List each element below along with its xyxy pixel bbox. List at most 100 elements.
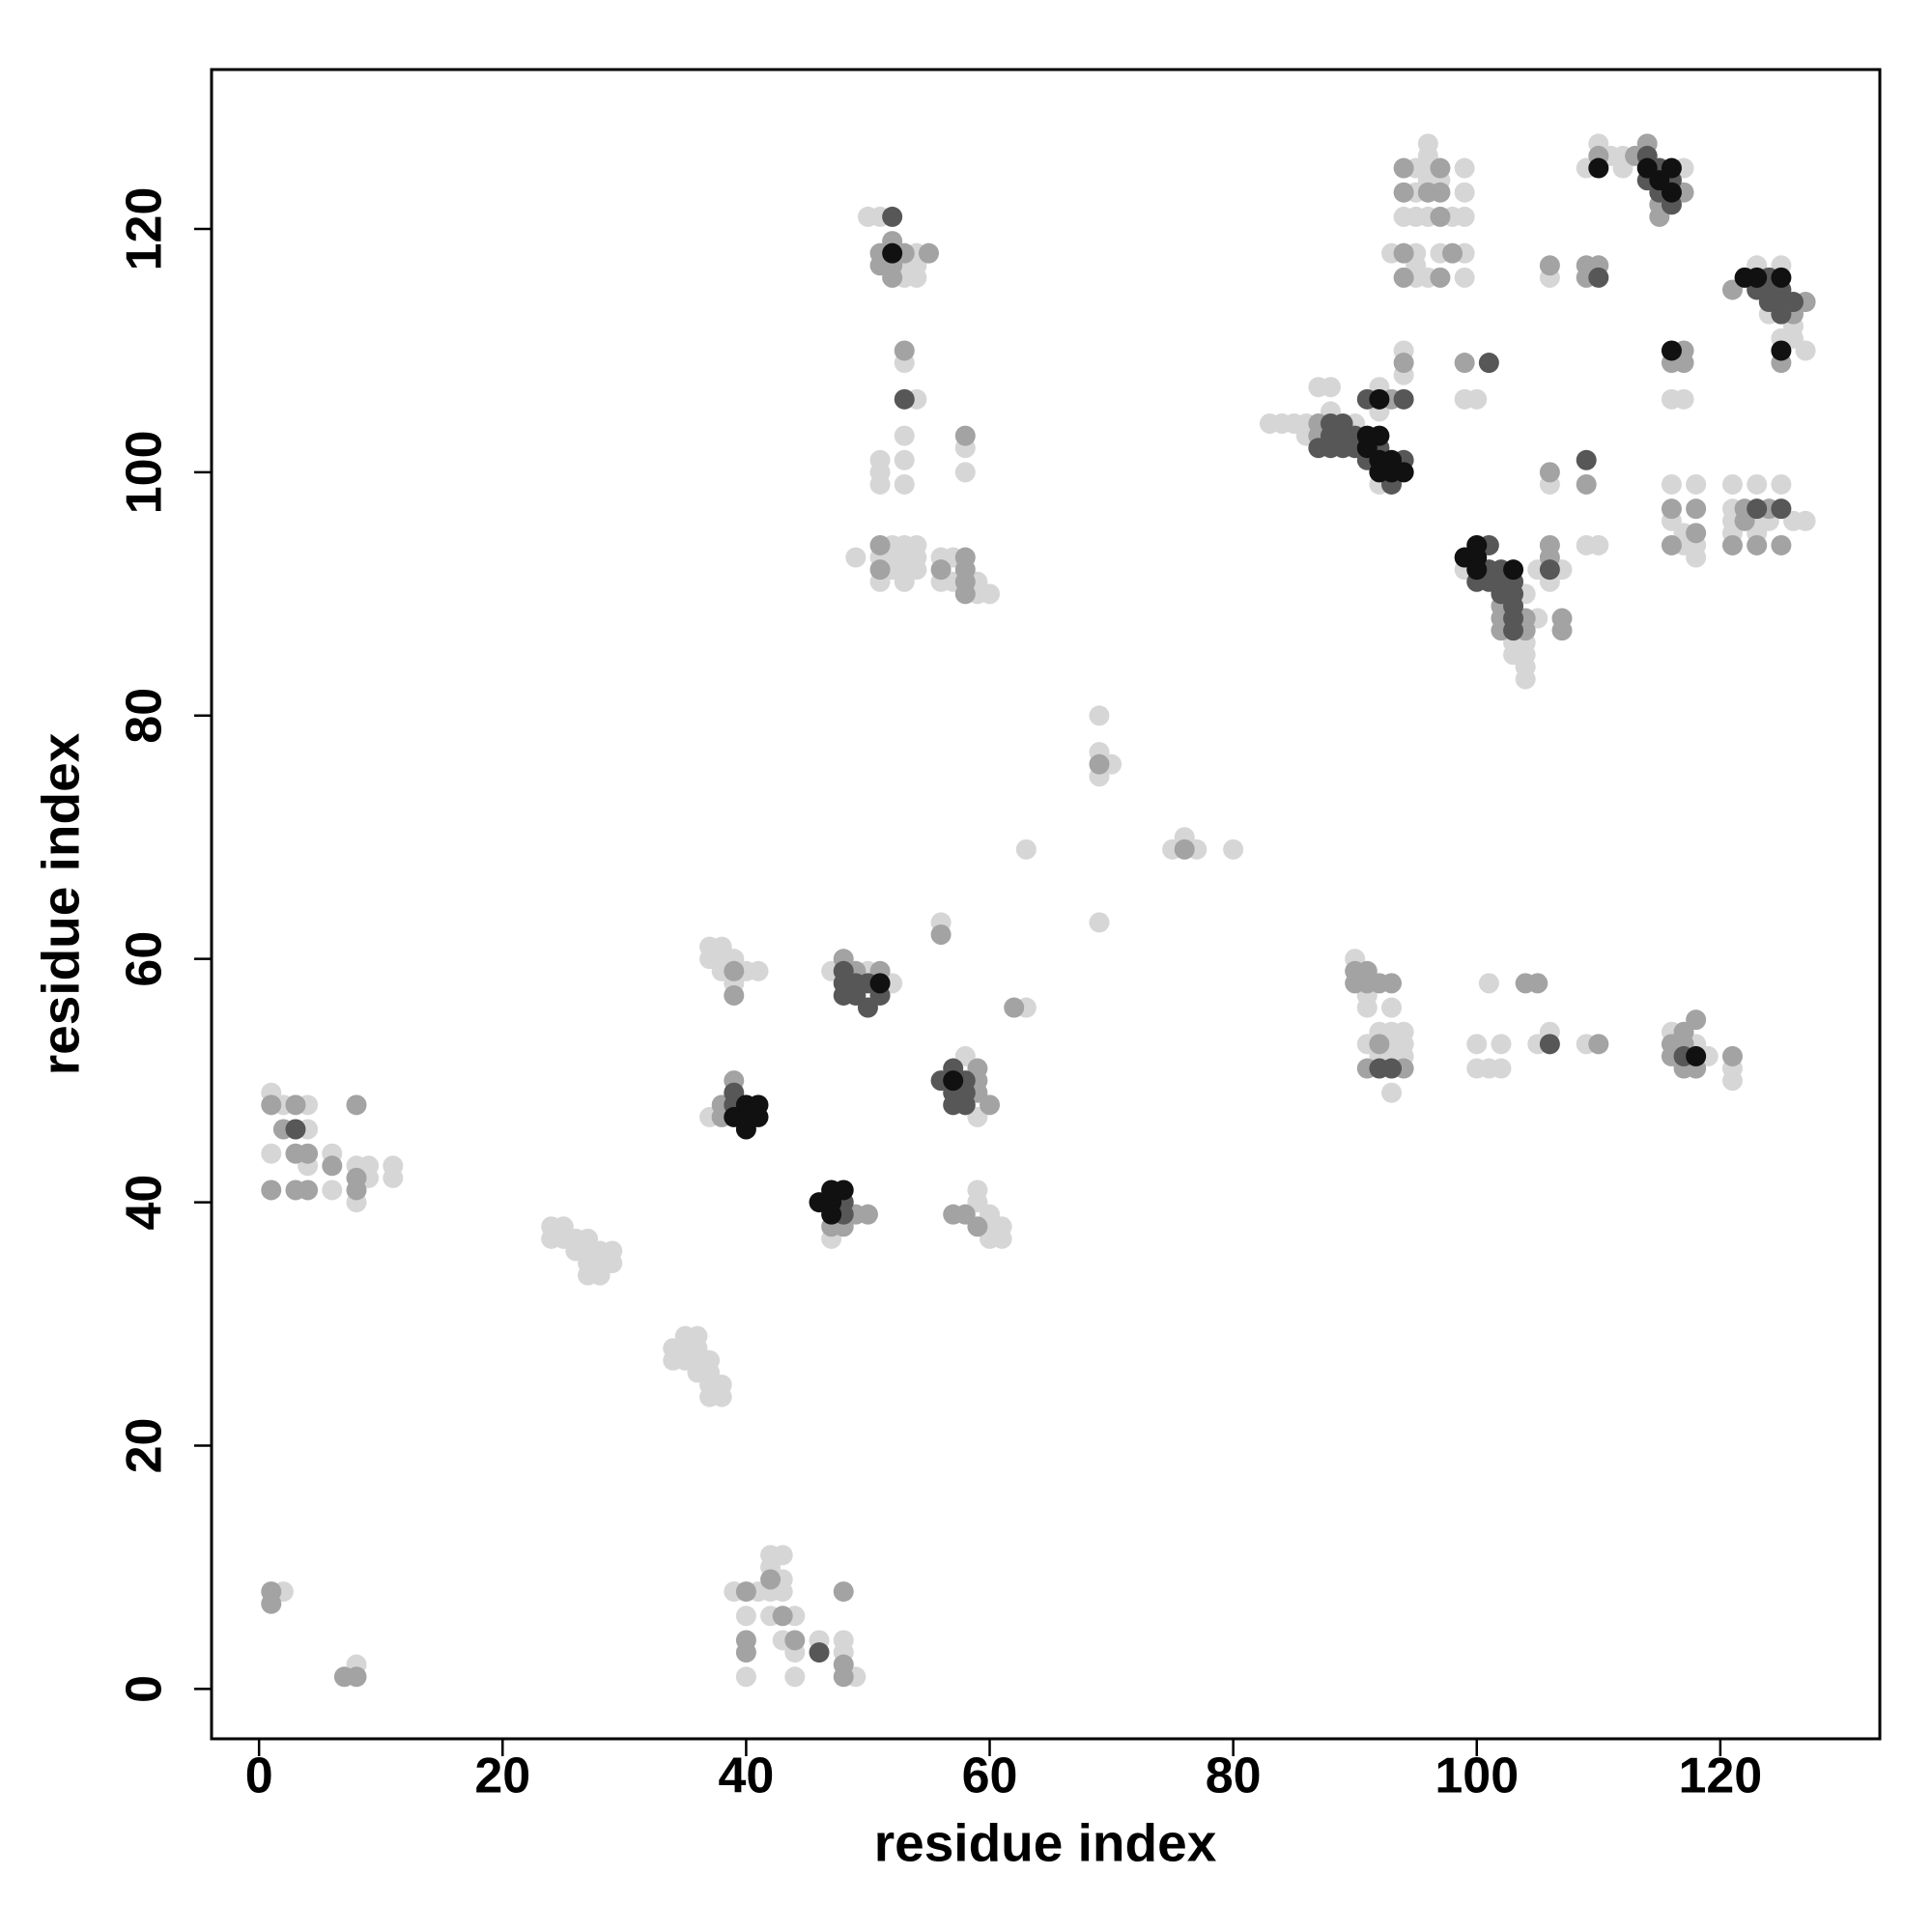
point xyxy=(711,1386,732,1407)
point xyxy=(1369,1034,1390,1055)
point xyxy=(1442,242,1463,264)
point xyxy=(1539,559,1560,581)
point xyxy=(821,1179,842,1201)
point xyxy=(1771,498,1792,520)
point xyxy=(1174,838,1195,860)
point xyxy=(784,1666,806,1688)
point xyxy=(869,534,891,555)
point xyxy=(285,1119,306,1140)
point xyxy=(735,1581,756,1603)
point xyxy=(869,973,891,994)
x-tick-label: 20 xyxy=(474,1748,530,1804)
point xyxy=(1454,267,1475,288)
point xyxy=(1721,1070,1743,1092)
point xyxy=(930,559,952,581)
point xyxy=(1393,388,1414,410)
point xyxy=(1223,838,1244,860)
point xyxy=(1721,534,1743,555)
y-tick-label: 20 xyxy=(117,1418,173,1474)
point xyxy=(760,1569,781,1590)
point xyxy=(1369,388,1390,410)
point xyxy=(991,1228,1012,1249)
point xyxy=(1320,377,1341,398)
point xyxy=(735,1642,756,1663)
point xyxy=(882,242,903,264)
point xyxy=(1576,473,1597,495)
x-tick-label: 0 xyxy=(245,1748,273,1804)
point xyxy=(954,462,976,483)
point xyxy=(857,1204,878,1225)
point xyxy=(954,1094,976,1116)
y-tick-label: 120 xyxy=(117,187,173,271)
y-tick-label: 40 xyxy=(117,1175,173,1231)
point xyxy=(882,267,903,288)
point xyxy=(1478,973,1499,994)
point xyxy=(857,997,878,1018)
point xyxy=(1661,473,1682,495)
point xyxy=(1588,1034,1609,1055)
point xyxy=(918,242,939,264)
point xyxy=(1004,997,1025,1018)
point xyxy=(1771,267,1792,288)
point xyxy=(1527,973,1548,994)
point xyxy=(1795,510,1816,531)
point xyxy=(322,1155,343,1177)
point xyxy=(1356,997,1378,1018)
point xyxy=(980,1094,1001,1116)
point xyxy=(1430,157,1451,179)
point xyxy=(1539,462,1560,483)
point xyxy=(1539,255,1560,276)
point xyxy=(1721,1045,1743,1066)
point xyxy=(1661,498,1682,520)
point xyxy=(589,1264,611,1286)
point xyxy=(1747,534,1768,555)
point xyxy=(748,960,769,981)
x-tick-label: 100 xyxy=(1435,1748,1519,1804)
point xyxy=(894,571,915,592)
point xyxy=(1430,267,1451,288)
point xyxy=(833,1581,854,1603)
point xyxy=(833,1666,854,1688)
point xyxy=(1089,705,1110,726)
point xyxy=(1795,340,1816,361)
point xyxy=(1491,1058,1512,1079)
point xyxy=(1393,267,1414,288)
point xyxy=(298,1179,319,1201)
point xyxy=(784,1630,806,1651)
point xyxy=(724,960,745,981)
point xyxy=(261,1094,282,1116)
point xyxy=(346,1179,367,1201)
point xyxy=(1661,340,1682,361)
point xyxy=(1430,206,1451,227)
point xyxy=(1771,303,1792,325)
point xyxy=(894,388,915,410)
point xyxy=(1771,534,1792,555)
point xyxy=(869,559,891,581)
point xyxy=(1686,498,1707,520)
point xyxy=(346,1666,367,1688)
point xyxy=(1454,182,1475,203)
point xyxy=(724,984,745,1006)
point xyxy=(261,1179,282,1201)
point xyxy=(954,425,976,446)
point xyxy=(943,1070,964,1092)
x-axis-title: residue index xyxy=(874,1813,1217,1873)
point xyxy=(772,1605,793,1627)
y-tick-label: 0 xyxy=(117,1675,173,1703)
point xyxy=(1089,753,1110,775)
point xyxy=(1393,182,1414,203)
point xyxy=(1686,1009,1707,1031)
point xyxy=(980,583,1001,605)
point xyxy=(298,1143,319,1164)
point xyxy=(1686,547,1707,568)
point xyxy=(383,1167,404,1188)
point xyxy=(1381,973,1403,994)
point xyxy=(1747,473,1768,495)
x-tick-label: 60 xyxy=(962,1748,1018,1804)
point xyxy=(1686,523,1707,544)
point xyxy=(1588,157,1609,179)
point xyxy=(285,1094,306,1116)
point xyxy=(1466,1034,1488,1055)
y-tick-label: 80 xyxy=(117,688,173,744)
point xyxy=(1721,473,1743,495)
